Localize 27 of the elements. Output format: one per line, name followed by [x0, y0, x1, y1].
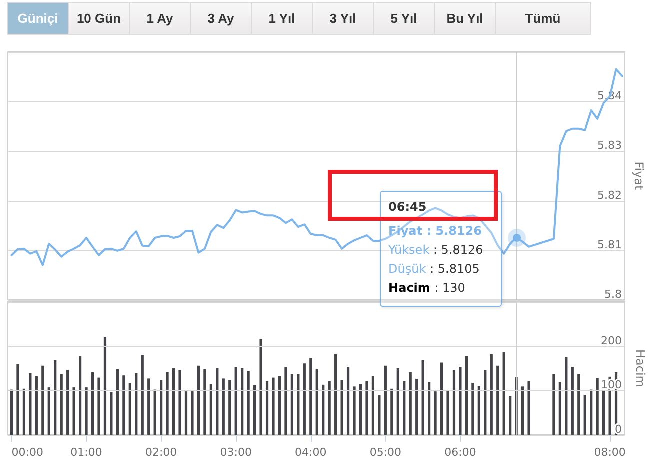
x-tick-label: 01:00 — [70, 446, 102, 459]
button[interactable]: 5 Yıl — [374, 3, 435, 34]
annotation: Düşük : 5.8105 — [388, 262, 480, 276]
y-tick-label: 5.82 — [598, 188, 622, 202]
button[interactable]: 3 Ay — [191, 3, 252, 34]
button[interactable]: 1 Yıl — [252, 3, 313, 34]
annotation: 06:45 — [388, 200, 428, 214]
x-tick-label: 06:00 — [444, 446, 476, 459]
button[interactable]: Tümü — [496, 3, 590, 34]
x-tick-label: 05:00 — [370, 446, 402, 459]
x-tick-label: 08:00 — [594, 446, 626, 459]
button[interactable]: Bu Yıl — [435, 3, 496, 34]
annotation: Yüksek : 5.8126 — [388, 242, 484, 256]
button[interactable]: 3 Yıl — [313, 3, 374, 34]
button[interactable]: 10 Gün — [69, 3, 130, 34]
y-tick-label: 5.83 — [598, 139, 622, 152]
x-tick-label: 02:00 — [145, 446, 178, 459]
y-tick-label: 5.8 — [604, 288, 622, 301]
y-tick-label: 200 — [601, 334, 622, 348]
x-tick-label: 04:00 — [295, 446, 327, 459]
y-tick-label: 5.81 — [598, 238, 622, 252]
annotation: Hacim : 130 — [388, 280, 466, 294]
x-tick-label: 03:00 — [220, 446, 252, 459]
button[interactable]: 1 Ay — [130, 3, 191, 34]
x-tick-label: 00:00 — [12, 446, 44, 459]
y-axis-title: Hacim — [633, 350, 648, 388]
y-axis-title: Fiyat — [632, 162, 646, 191]
